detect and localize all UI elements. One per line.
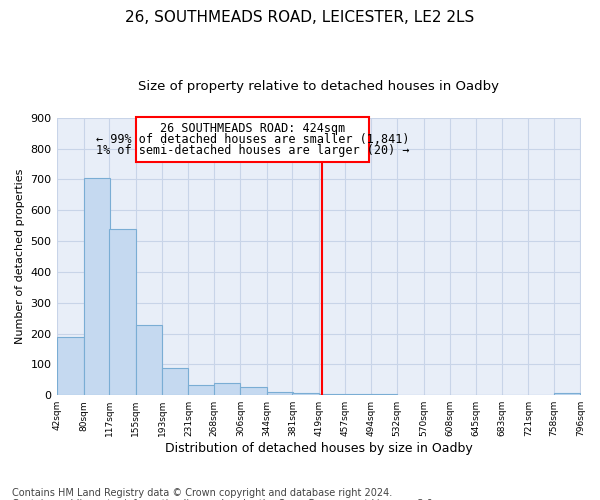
Text: Contains HM Land Registry data © Crown copyright and database right 2024.: Contains HM Land Registry data © Crown c… bbox=[12, 488, 392, 498]
Bar bbox=[345, 394, 371, 395]
Bar bbox=[214, 383, 241, 395]
Y-axis label: Number of detached properties: Number of detached properties bbox=[15, 169, 25, 344]
Bar bbox=[136, 325, 162, 395]
Bar bbox=[267, 392, 293, 395]
Bar bbox=[162, 368, 188, 395]
Title: Size of property relative to detached houses in Oadby: Size of property relative to detached ho… bbox=[139, 80, 499, 93]
Bar bbox=[554, 392, 580, 395]
Bar bbox=[371, 394, 397, 395]
Bar bbox=[241, 387, 267, 395]
Bar bbox=[109, 228, 136, 395]
X-axis label: Distribution of detached houses by size in Oadby: Distribution of detached houses by size … bbox=[165, 442, 473, 455]
Text: 1% of semi-detached houses are larger (20) →: 1% of semi-detached houses are larger (2… bbox=[96, 144, 409, 157]
Bar bbox=[319, 394, 345, 395]
Text: Contains public sector information licensed under the Open Government Licence v3: Contains public sector information licen… bbox=[12, 499, 436, 500]
FancyBboxPatch shape bbox=[136, 117, 370, 162]
Bar bbox=[292, 392, 319, 395]
Text: 26, SOUTHMEADS ROAD, LEICESTER, LE2 2LS: 26, SOUTHMEADS ROAD, LEICESTER, LE2 2LS bbox=[125, 10, 475, 25]
Text: ← 99% of detached houses are smaller (1,841): ← 99% of detached houses are smaller (1,… bbox=[96, 133, 409, 146]
Text: 26 SOUTHMEADS ROAD: 424sqm: 26 SOUTHMEADS ROAD: 424sqm bbox=[160, 122, 345, 135]
Bar bbox=[188, 386, 215, 395]
Bar bbox=[83, 178, 110, 395]
Bar bbox=[397, 394, 424, 395]
Bar bbox=[57, 336, 83, 395]
